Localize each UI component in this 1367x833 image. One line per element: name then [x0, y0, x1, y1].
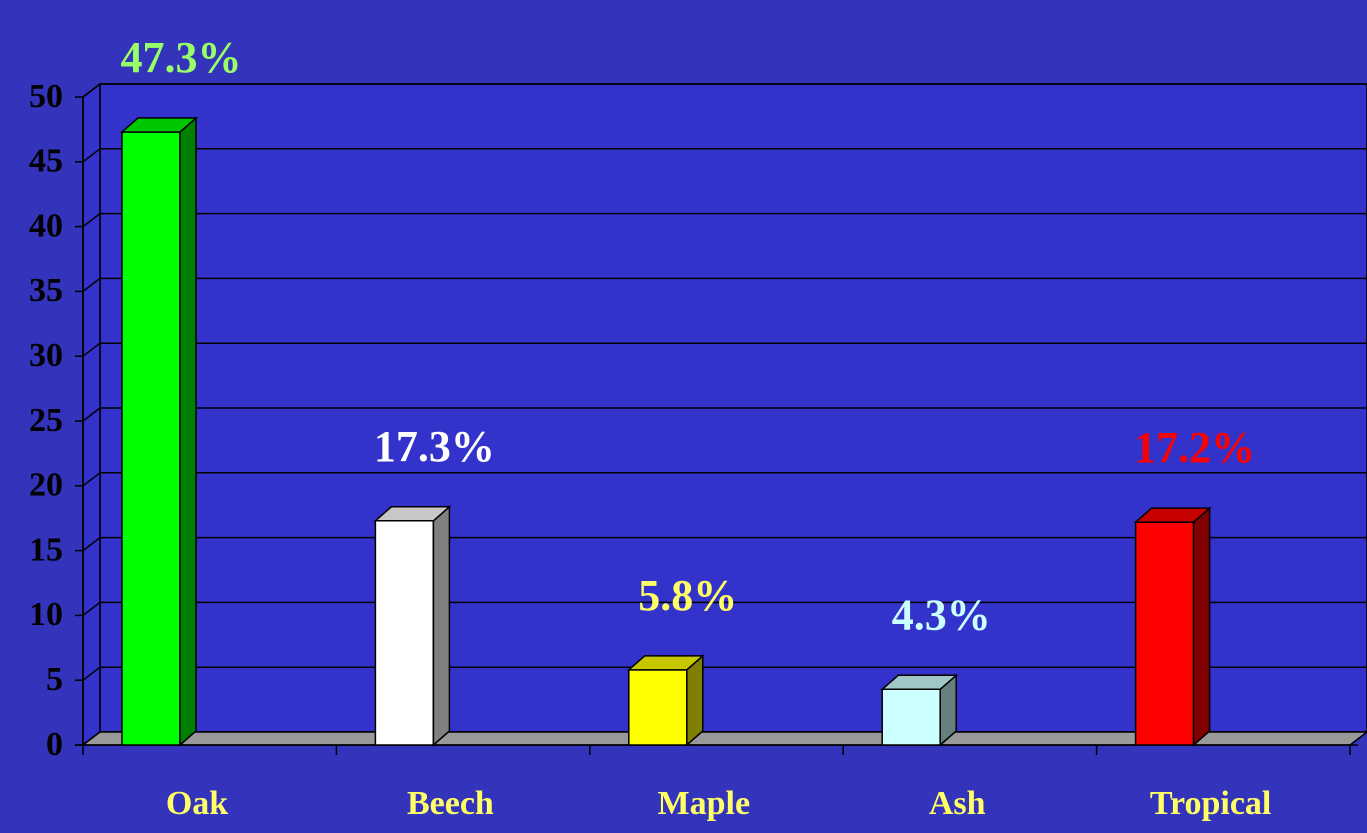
bar-front	[1134, 521, 1195, 746]
x-tick-label: Beech	[407, 785, 494, 822]
grid-line-side	[82, 666, 101, 681]
x-tick-label: Maple	[658, 785, 751, 822]
bar	[373, 505, 452, 747]
bar-top	[1133, 507, 1212, 523]
bar-side	[1192, 506, 1211, 747]
y-tick-label: 5	[46, 661, 63, 698]
grid-line-side	[82, 472, 101, 487]
y-tick-label: 15	[29, 531, 63, 568]
grid-line-side	[82, 83, 101, 98]
bar-front	[881, 688, 941, 746]
bar-top	[373, 506, 452, 522]
y-tick-label: 0	[46, 726, 63, 763]
grid-line-side	[82, 213, 101, 228]
value-label: 17.2%	[1134, 423, 1255, 472]
x-tick-label: Tropical	[1150, 785, 1272, 822]
bar-top	[880, 674, 959, 691]
grid-line-side	[82, 342, 101, 357]
value-label: 47.3%	[121, 33, 242, 82]
bar-top	[120, 117, 198, 133]
value-label: 17.3%	[374, 422, 495, 471]
y-tick-label: 50	[29, 78, 63, 115]
grid-line-side	[82, 601, 101, 616]
grid-line-side	[82, 148, 101, 163]
x-tick-label: Ash	[929, 785, 986, 822]
bar-side	[432, 505, 451, 747]
grid-line-side	[82, 277, 101, 292]
bar	[1133, 506, 1212, 747]
bar-front	[374, 520, 435, 746]
bar	[120, 116, 198, 747]
grid-line-side	[82, 537, 101, 552]
value-label: 5.8%	[638, 571, 737, 620]
y-tick-label: 30	[29, 337, 63, 374]
y-tick-label: 35	[29, 272, 63, 309]
y-tick-label: 10	[29, 596, 63, 633]
y-tick-label: 25	[29, 402, 63, 439]
value-label: 4.3%	[892, 590, 991, 639]
bar-front	[121, 131, 181, 746]
bar	[880, 673, 959, 747]
y-tick-label: 40	[29, 207, 63, 244]
bar-side	[686, 654, 704, 747]
y-tick-label: 20	[29, 467, 63, 504]
bar	[626, 654, 705, 747]
bar-top	[626, 655, 705, 671]
grid-line-side	[82, 407, 101, 422]
bar-front	[628, 669, 688, 746]
x-tick-label: Oak	[166, 785, 228, 822]
y-tick-label: 45	[29, 143, 63, 180]
bar-side	[179, 116, 197, 747]
